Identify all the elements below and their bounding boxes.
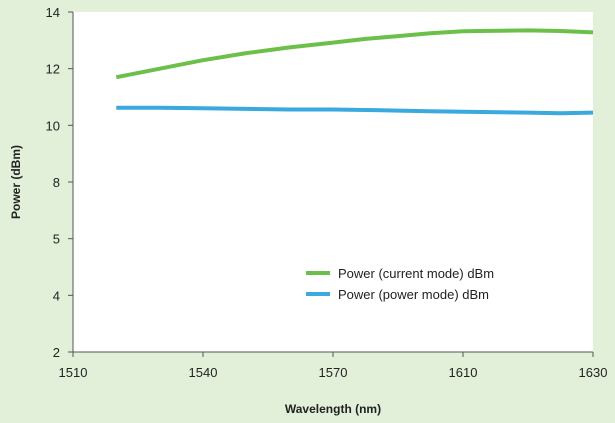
x-tick-label: 1630 <box>579 365 608 380</box>
legend-label-2: Power (power mode) dBm <box>338 287 489 302</box>
y-tick-label: 8 <box>53 175 60 190</box>
series-layer <box>115 28 594 116</box>
series-line-1 <box>115 28 594 80</box>
y-tick-label: 2 <box>53 345 60 360</box>
axes: 1510 1540 1570 1610 1630 2 4 5 8 10 12 14 <box>46 5 608 380</box>
y-tick-label: 12 <box>46 62 60 77</box>
y-tick-label: 4 <box>53 288 60 303</box>
series-line-2 <box>116 105 594 116</box>
x-tick-label: 1570 <box>319 365 348 380</box>
y-axis-title: Power (dBm) <box>9 145 23 219</box>
x-tick-label: 1540 <box>189 365 218 380</box>
legend-label-1: Power (current mode) dBm <box>338 266 494 281</box>
y-tick-label: 14 <box>46 5 60 20</box>
legend: Power (current mode) dBm Power (power mod… <box>306 266 494 302</box>
x-tick-label: 1610 <box>449 365 478 380</box>
x-axis-title: Wavelength (nm) <box>285 402 381 416</box>
y-tick-label: 5 <box>53 232 60 247</box>
x-tick-label: 1510 <box>59 365 88 380</box>
y-tick-label: 10 <box>46 118 60 133</box>
plot-area <box>73 12 593 352</box>
